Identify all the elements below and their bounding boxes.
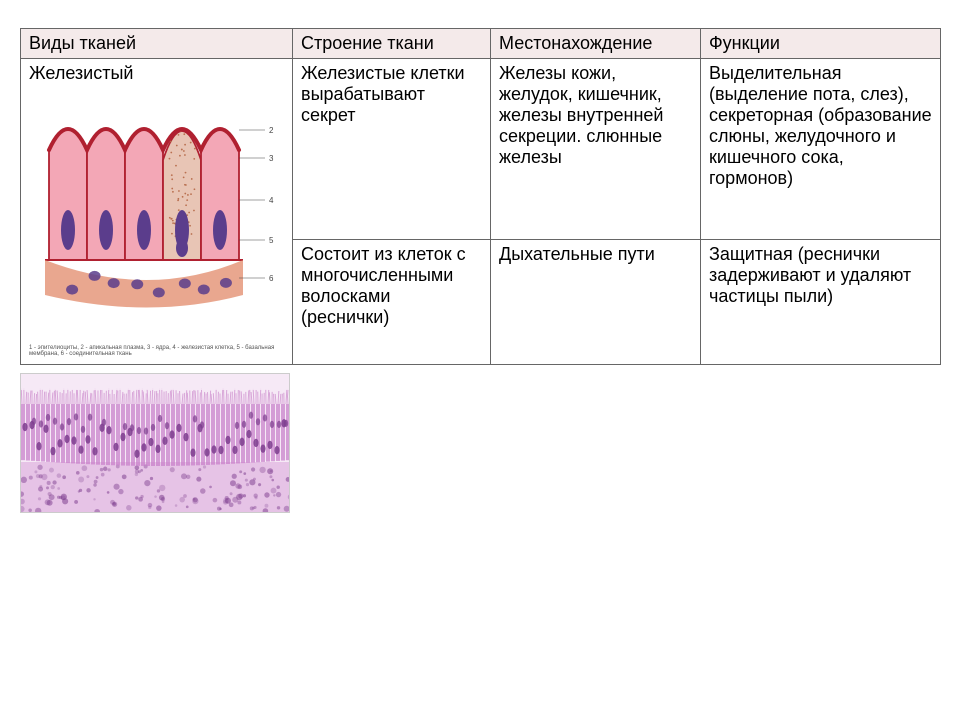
cell-type-glandular: Железистый 2 3 4 5 6 1 - эпителиоциты, 2 - а… bbox=[21, 59, 293, 365]
cell-structure: Железистые клетки вырабатывают секрет bbox=[293, 59, 491, 240]
col-header-type: Виды тканей bbox=[21, 29, 293, 59]
cell-structure: Состоит из клеток с многочисленными воло… bbox=[293, 240, 491, 365]
ciliated-svg bbox=[21, 374, 290, 513]
glandular-svg: 2 3 4 5 6 bbox=[29, 90, 281, 340]
col-header-structure: Строение ткани bbox=[293, 29, 491, 59]
svg-text:6: 6 bbox=[269, 274, 274, 283]
glandular-illustration: 2 3 4 5 6 1 - эпителиоциты, 2 - апикальная п… bbox=[29, 90, 281, 360]
ciliated-illustration bbox=[20, 373, 290, 513]
tissue-table: Виды тканей Строение ткани Местонахожден… bbox=[20, 28, 941, 365]
cell-function: Выделительная (выделение пота, слез), се… bbox=[701, 59, 941, 240]
svg-text:4: 4 bbox=[269, 196, 274, 205]
type-label: Железистый bbox=[29, 63, 284, 84]
cell-location: Железы кожи, желудок, кишечник, железы в… bbox=[491, 59, 701, 240]
col-header-location: Местонахождение bbox=[491, 29, 701, 59]
cell-location: Дыхательные пути bbox=[491, 240, 701, 365]
illustration-caption: 1 - эпителиоциты, 2 - апикальная плазма,… bbox=[29, 345, 281, 358]
svg-text:2: 2 bbox=[269, 126, 274, 135]
table-header-row: Виды тканей Строение ткани Местонахожден… bbox=[21, 29, 941, 59]
cell-function: Защитная (реснички задерживают и удаляют… bbox=[701, 240, 941, 365]
svg-text:5: 5 bbox=[269, 236, 274, 245]
table-row: Железистый 23456 1 - эпителиоциты, 2 - а… bbox=[21, 59, 941, 240]
col-header-function: Функции bbox=[701, 29, 941, 59]
svg-text:3: 3 bbox=[269, 154, 274, 163]
